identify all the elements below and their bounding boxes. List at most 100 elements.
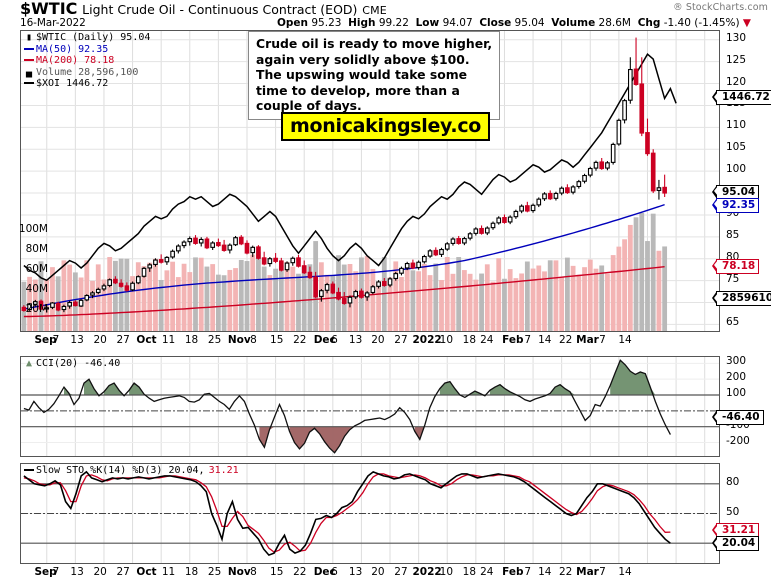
volume-tick-100M: 100M	[18, 223, 48, 235]
svg-sto-tick-80: 80	[726, 475, 740, 488]
stoch-xtick-20: 18	[462, 566, 477, 578]
volume-tick-40M: 40M	[25, 283, 48, 295]
stoch-xtick-28: 14	[618, 566, 632, 578]
candle-icon: ▮	[25, 32, 33, 43]
legend-sto-text: Slow STO %K(14) %D(3) 20.04,	[36, 465, 205, 476]
stochastic-panel[interactable]	[20, 463, 720, 564]
legend-row-wtic: ▮ $WTIC (Daily) 95.04	[24, 32, 150, 44]
exchange-label: CME	[362, 4, 387, 17]
quote-bar: Open 95.23 High 99.22 Low 94.07 Close 95…	[277, 17, 751, 29]
price-xtick-9: Nov	[227, 334, 251, 346]
volume-tick-20M: 20M	[25, 303, 48, 315]
stoch-xtick-5: Oct	[136, 566, 157, 578]
stoch-xtick-12: 22	[293, 566, 307, 578]
flag-cci: -46.40	[712, 410, 764, 426]
price-tick-120: 120	[726, 75, 747, 88]
high-label: High	[348, 17, 376, 29]
price-tick-105: 105	[726, 141, 747, 154]
stoch-xtick-16: 20	[371, 566, 385, 578]
stoch-xtick-24: 14	[538, 566, 552, 578]
chg-label: Chg	[637, 17, 661, 29]
stoch-xtick-0: Sep	[34, 566, 57, 578]
price-tick-110: 110	[726, 119, 747, 132]
stoch-xtick-1: 7	[52, 566, 60, 578]
stochastic-plot	[21, 464, 719, 563]
price-xtick-6: 11	[161, 334, 176, 346]
legend-volume-text: Volume 28,596,100	[36, 66, 139, 78]
stochastic-legend: Slow STO %K(14) %D(3) 20.04, 31.21	[24, 465, 239, 477]
price-xtick-1: 7	[52, 334, 60, 346]
price-xtick-28: 14	[618, 334, 632, 346]
legend-row-sto: Slow STO %K(14) %D(3) 20.04, 31.21	[24, 465, 239, 477]
price-tick-130: 130	[726, 31, 747, 44]
mountain-icon: ▲	[25, 358, 33, 369]
legend-row-ma200: MA(200) 78.18	[24, 55, 150, 67]
low-label: Low	[415, 17, 440, 29]
stoch-xtick-7: 18	[184, 566, 199, 578]
line-icon-xoi	[24, 82, 34, 84]
stoch-xtick-11: 15	[270, 566, 284, 578]
low-value: 94.07	[442, 17, 473, 29]
price-xtick-13: Dec	[313, 334, 336, 346]
stoch-xtick-26: Mar	[576, 566, 599, 578]
close-value: 95.04	[514, 17, 545, 29]
stoch-xtick-18: 2022	[412, 566, 442, 578]
stoch-xtick-17: 27	[394, 566, 408, 578]
stoch-xtick-6: 11	[161, 566, 176, 578]
stoch-xtick-23: 7	[524, 566, 532, 578]
price-xtick-19: 10	[439, 334, 454, 346]
stoch-xtick-8: 25	[207, 566, 222, 578]
price-xtick-18: 2022	[412, 334, 442, 346]
bars-icon: ▄	[25, 66, 33, 78]
symbol-ticker: $WTIC	[20, 0, 78, 18]
price-xtick-10: 8	[250, 334, 257, 346]
price-xtick-23: 7	[524, 334, 532, 346]
price-xtick-27: 7	[599, 334, 606, 346]
price-xtick-12: 22	[293, 334, 307, 346]
price-xtick-24: 14	[538, 334, 552, 346]
price-legend: ▮ $WTIC (Daily) 95.04 MA(50) 92.35 MA(200…	[24, 32, 150, 90]
open-label: Open	[276, 17, 309, 29]
price-xtick-21: 24	[480, 334, 494, 346]
price-tick-100: 100	[726, 163, 747, 176]
volume-tick-60M: 60M	[25, 263, 48, 275]
cci-plot	[21, 357, 719, 456]
line-icon-ma50	[24, 47, 34, 50]
line-icon-sto	[24, 469, 34, 471]
flag-ma50: 92.35	[711, 197, 760, 213]
legend-ma200-text: MA(200) 78.18	[36, 55, 115, 66]
flag-xoi: 1446.72	[712, 90, 771, 106]
price-tick-85: 85	[726, 228, 740, 241]
price-xtick-20: 18	[462, 334, 477, 346]
stoch-xtick-4: 27	[116, 566, 130, 578]
legend-row-ma50: MA(50) 92.35	[24, 44, 150, 56]
line-icon-ma200	[24, 59, 34, 61]
cci-panel[interactable]	[20, 356, 720, 457]
price-xtick-25: 22	[559, 334, 573, 346]
chg-down-arrow-icon: ▼	[742, 17, 751, 29]
stoch-xtick-13: Dec	[313, 566, 336, 578]
legend-xoi-text: $XOI 1446.72	[36, 78, 109, 89]
stoch-xtick-14: 6	[331, 566, 338, 578]
stoch-xtick-2: 13	[70, 566, 84, 578]
price-xtick-15: 13	[348, 334, 363, 346]
stoch-xtick-21: 24	[480, 566, 494, 578]
stoch-xtick-19: 10	[439, 566, 454, 578]
price-xtick-7: 18	[184, 334, 199, 346]
flag-stoch-k: 20.04	[711, 536, 760, 552]
svg-cci-tick-200: 200	[726, 371, 747, 384]
price-xtick-16: 20	[371, 334, 385, 346]
stoch-xtick-15: 13	[348, 566, 363, 578]
volume-tick-80M: 80M	[25, 243, 48, 255]
price-tick-65: 65	[726, 316, 740, 329]
chart-title: $WTIC Light Crude Oil - Continuous Contr…	[20, 1, 387, 18]
legend-cci-text: CCI(20) -46.40	[36, 358, 121, 369]
stoch-xtick-25: 22	[559, 566, 573, 578]
stoch-xtick-9: Nov	[227, 566, 251, 578]
legend-sto-d-text: 31.21	[208, 465, 239, 476]
stoch-xtick-3: 20	[93, 566, 107, 578]
price-xtick-0: Sep	[34, 334, 57, 346]
svg-cci-tick-300: 300	[726, 355, 747, 368]
stoch-xtick-27: 7	[599, 566, 606, 578]
